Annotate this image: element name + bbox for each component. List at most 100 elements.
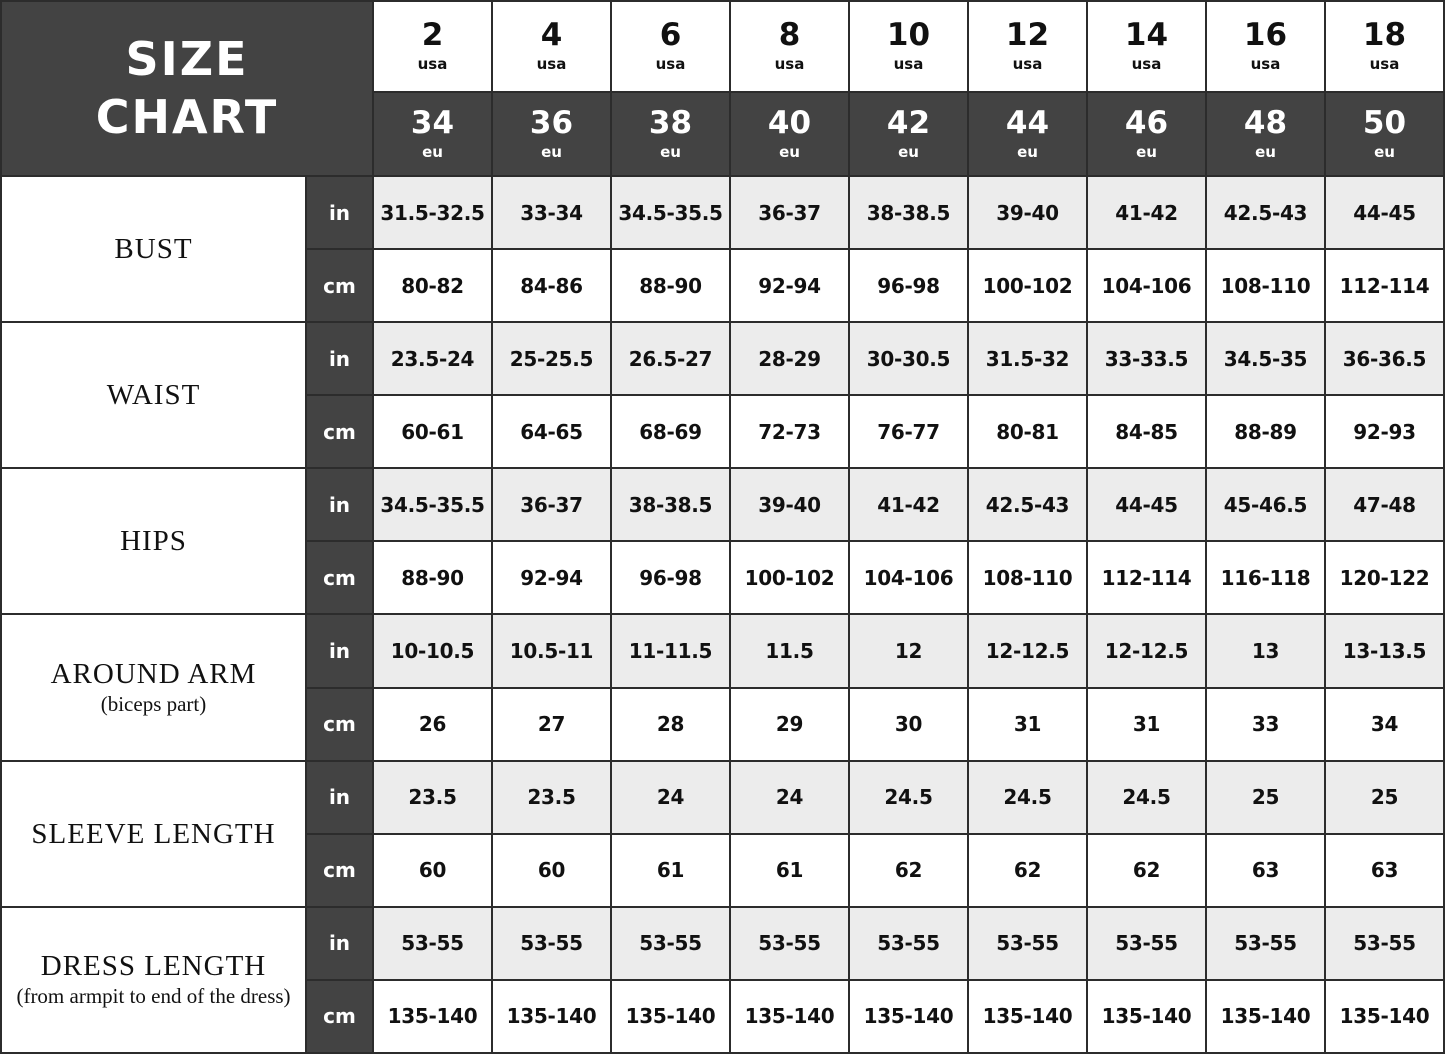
measurement-value: 135-140 — [1205, 978, 1326, 1054]
measurement-label: WAIST — [0, 321, 307, 470]
size-header-eu: 34 eu — [372, 90, 493, 177]
size-system-label: usa — [1250, 55, 1281, 74]
size-number: 16 — [1243, 17, 1288, 54]
measurement-value: 84-86 — [491, 248, 612, 324]
measurement-value: 34.5-35.5 — [372, 467, 493, 543]
measurement-value: 135-140 — [372, 978, 493, 1054]
measurement-value: 60 — [372, 832, 493, 908]
measurement-value: 41-42 — [848, 467, 969, 543]
measurement-row: HIPS in 34.5-35.5 36-37 38-38.5 39-40 41-42 42.… — [0, 467, 1445, 616]
unit-cell-in: in — [305, 174, 374, 251]
unit-label: cm — [323, 712, 356, 737]
measurement-value: 112-114 — [1324, 248, 1445, 324]
measurement-value: 63 — [1324, 832, 1445, 908]
measurement-name: DRESS LENGTH — [40, 950, 267, 983]
size-system-label: usa — [536, 55, 567, 74]
measurement-value: 42.5-43 — [967, 467, 1088, 543]
size-number: 38 — [648, 104, 693, 141]
unit-label: cm — [323, 1004, 356, 1029]
unit-label: in — [328, 200, 351, 225]
size-system-label: eu — [541, 142, 562, 161]
measurement-value: 63 — [1205, 832, 1326, 908]
measurement-value: 68-69 — [610, 394, 731, 470]
measurement-value: 62 — [848, 832, 969, 908]
size-system-label: usa — [1012, 55, 1043, 74]
measurement-value: 25 — [1324, 759, 1445, 835]
measurement-value: 53-55 — [491, 905, 612, 981]
size-header-eu: 38 eu — [610, 90, 731, 177]
measurement-value: 135-140 — [729, 978, 850, 1054]
measurement-label: BUST — [0, 174, 307, 324]
measurement-row: cm 26 27 28 29 30 31 31 33 34 — [1, 686, 1445, 762]
size-number: 44 — [1005, 104, 1050, 141]
measurement-value: 23.5 — [491, 759, 612, 835]
size-system-label: usa — [893, 55, 924, 74]
size-header-eu: 36 eu — [491, 90, 612, 177]
unit-cell-in: in — [305, 905, 374, 981]
measurement-value: 53-55 — [1086, 905, 1207, 981]
measurement-value: 34 — [1324, 686, 1445, 762]
measurement-value: 53-55 — [848, 905, 969, 981]
measurement-value: 104-106 — [1086, 248, 1207, 324]
size-header-usa: 18 usa — [1324, 0, 1445, 93]
measurement-value: 44-45 — [1324, 174, 1445, 251]
size-system-label: usa — [417, 55, 448, 74]
measurement-value: 26.5-27 — [610, 321, 731, 397]
measurement-value: 135-140 — [1086, 978, 1207, 1054]
size-number: 34 — [410, 104, 455, 141]
size-system-label: eu — [1374, 142, 1395, 161]
size-header-usa: 12 usa — [967, 0, 1088, 93]
measurement-value: 108-110 — [1205, 248, 1326, 324]
measurement-value: 135-140 — [848, 978, 969, 1054]
measurement-value: 72-73 — [729, 394, 850, 470]
unit-cell-cm: cm — [305, 832, 374, 908]
measurement-value: 24.5 — [967, 759, 1088, 835]
measurement-value: 31 — [967, 686, 1088, 762]
measurement-note: (biceps part) — [100, 692, 207, 717]
size-number: 10 — [886, 17, 931, 54]
measurement-label: DRESS LENGTH (from armpit to end of the d… — [0, 905, 307, 1054]
unit-cell-cm: cm — [305, 248, 374, 324]
measurement-value: 135-140 — [610, 978, 731, 1054]
measurement-row: cm 135-140 135-140 135-140 135-140 135-140 135… — [1, 978, 1445, 1054]
chart-title: SIZE CHART — [0, 0, 374, 177]
unit-cell-cm: cm — [305, 686, 374, 762]
measurement-row: BUST in 31.5-32.5 33-34 34.5-35.5 36-37 38-38.… — [0, 174, 1445, 324]
measurement-value: 36-37 — [729, 174, 850, 251]
size-system-label: usa — [1369, 55, 1400, 74]
measurement-value: 25 — [1205, 759, 1326, 835]
measurement-value: 92-94 — [491, 540, 612, 616]
measurement-value: 23.5 — [372, 759, 493, 835]
measurement-value: 30 — [848, 686, 969, 762]
measurement-value: 24 — [729, 759, 850, 835]
measurement-value: 47-48 — [1324, 467, 1445, 543]
size-number: 50 — [1362, 104, 1407, 141]
measurement-value: 120-122 — [1324, 540, 1445, 616]
measurement-value: 34.5-35.5 — [610, 174, 731, 251]
measurement-value: 29 — [729, 686, 850, 762]
title-line-2: CHART — [95, 90, 279, 145]
size-header-eu: 50 eu — [1324, 90, 1445, 177]
measurement-value: 12-12.5 — [967, 613, 1088, 689]
measurement-value: 27 — [491, 686, 612, 762]
measurement-value: 53-55 — [372, 905, 493, 981]
measurement-value: 31.5-32.5 — [372, 174, 493, 251]
unit-label: in — [328, 931, 351, 956]
size-number: 42 — [886, 104, 931, 141]
measurement-value: 92-94 — [729, 248, 850, 324]
measurement-value: 76-77 — [848, 394, 969, 470]
measurement-value: 88-90 — [372, 540, 493, 616]
unit-cell-in: in — [305, 467, 374, 543]
size-system-label: eu — [660, 142, 681, 161]
measurement-row: cm 60-61 64-65 68-69 72-73 76-77 80-81 84-85 88-… — [1, 394, 1445, 470]
size-header-usa: 10 usa — [848, 0, 969, 93]
measurement-value: 33 — [1205, 686, 1326, 762]
measurement-value: 100-102 — [729, 540, 850, 616]
measurement-value: 39-40 — [967, 174, 1088, 251]
measurement-value: 104-106 — [848, 540, 969, 616]
measurement-value: 33-33.5 — [1086, 321, 1207, 397]
size-number: 40 — [767, 104, 812, 141]
size-system-label: eu — [898, 142, 919, 161]
unit-cell-cm: cm — [305, 540, 374, 616]
measurement-note: (from armpit to end of the dress) — [16, 984, 291, 1009]
